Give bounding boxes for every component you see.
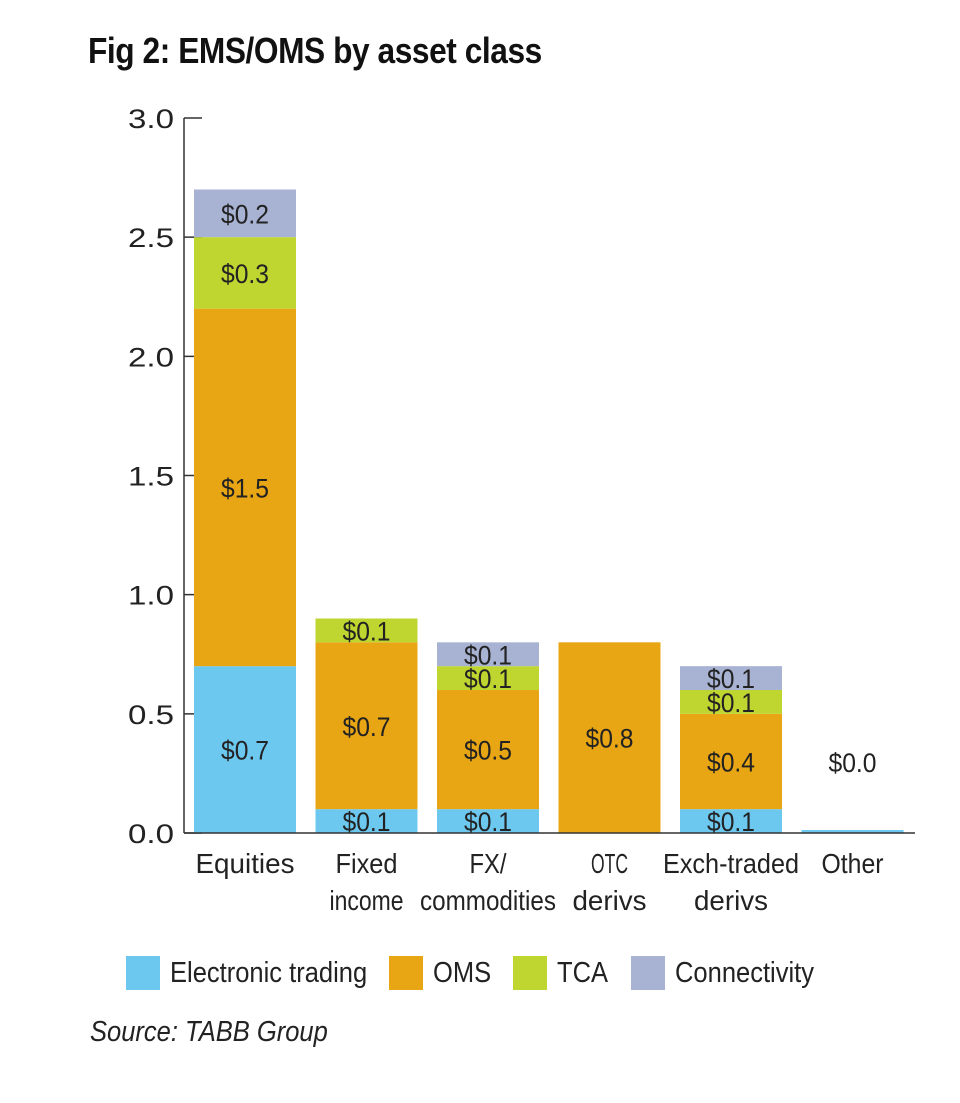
bar-data-label: $0.4 [707,748,755,778]
legend-item: OMS [389,956,491,990]
x-tick-label: derivs [573,885,647,916]
legend-swatch [513,956,548,990]
x-tick-label: FX/ [470,848,507,879]
bar-segment [315,642,418,810]
legend-label: Connectivity [674,956,814,989]
y-tick-label: 3.0 [128,104,174,134]
bar-data-label: $0.1 [343,807,391,837]
bar-data-label: $0.1 [464,807,512,837]
legend-swatch [126,956,160,990]
x-tick-label: derivs [694,885,768,916]
bar-segment [194,666,296,833]
bar-data-label: $0.1 [343,616,391,646]
legend-swatch [630,956,665,990]
bar-data-label: $0.1 [707,807,755,837]
bar-segment [437,690,539,810]
y-tick-label: 2.0 [128,342,174,372]
bar-segment [315,809,418,833]
x-tick-label: income [330,885,404,916]
bar-data-label: $0.1 [464,640,512,670]
bar-data-label: $0.0 [829,748,877,778]
bar-data-label: $0.3 [221,259,269,289]
bar-segment [194,237,296,309]
source-note: Source: TABB Group [90,1016,328,1048]
x-tick-label: Exch-traded [663,848,799,879]
legend-swatch [389,956,424,990]
y-tick-label: 2.5 [128,223,174,253]
bar-segment [558,642,661,833]
legend-item: TCA [513,956,608,990]
x-tick-label: Fixed [336,848,398,879]
bar-segment [194,308,296,667]
stacked-bar-chart: 0.0 0.5 1.0 1.5 2.0 2.5 3.0 $0.7 $1.5 $0.3 $0.2 Equ… [128,104,915,916]
y-tick-label: 0.5 [128,700,174,730]
bar-data-label: $0.1 [707,688,755,718]
bar-segment [437,642,539,667]
x-tick-label: Other [822,848,884,879]
x-tick-label: Equities [196,848,295,879]
bar-data-label: $0.1 [707,664,755,694]
bar-data-label: $0.1 [464,664,512,694]
bar-segment [194,189,296,238]
bar-segment [680,809,782,833]
bar-data-label: $0.5 [464,736,512,766]
bar-segment [680,690,782,714]
bar-segment [680,713,782,810]
legend-label: Electronic trading [170,956,368,989]
legend-label: OMS [433,956,492,989]
legend-item: Connectivity [630,956,814,990]
legend-label: TCA [557,956,609,989]
chart-legend: Electronic trading OMS TCA Connectivity [126,956,835,990]
x-tick-label: commodities [420,885,556,916]
x-tick-label: OTC [591,848,628,879]
bar-segment [680,666,782,690]
bar-data-label: $1.5 [221,473,269,503]
bar-data-label: $0.7 [221,736,269,766]
chart-title: Fig 2: EMS/OMS by asset class [88,30,542,71]
y-tick-label: 1.5 [128,462,174,492]
bar-segment [315,618,418,643]
legend-item: Electronic trading [126,956,367,990]
y-tick-label: 1.0 [128,581,174,611]
bar-data-label: $0.7 [343,712,391,742]
bar-data-label: $0.8 [586,724,634,754]
bar-segment [437,666,539,690]
bar-segment [437,809,539,833]
bar-data-label: $0.2 [221,199,269,229]
y-tick-label: 0.0 [128,819,174,849]
